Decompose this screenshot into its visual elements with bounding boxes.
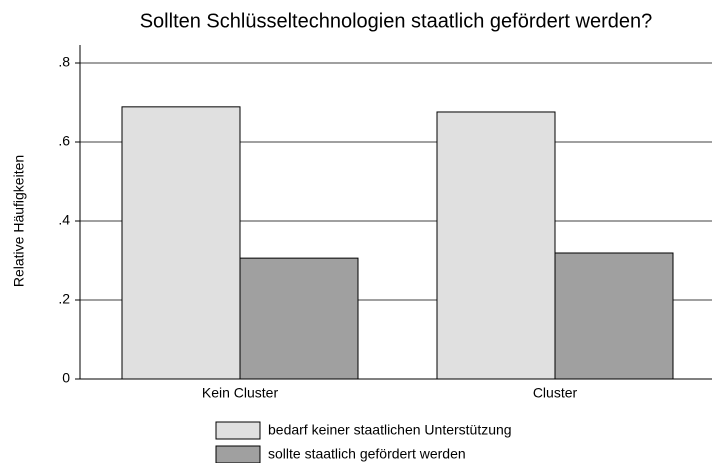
legend-label: bedarf keiner staatlichen Unterstützung [268, 422, 512, 438]
y-tick-label: .2 [58, 291, 70, 307]
bar [121, 106, 241, 380]
legend-label: sollte staatlich gefördert werden [268, 446, 466, 462]
bar [554, 252, 674, 380]
y-tick-label: .8 [58, 54, 70, 70]
chart-title: Sollten Schlüsseltechnologien staatlich … [140, 10, 653, 32]
x-tick-label: Kein Cluster [202, 385, 279, 401]
legend-swatch [215, 445, 261, 463]
bar [436, 111, 556, 380]
legend-swatch [215, 421, 261, 440]
y-tick-label: .6 [58, 133, 70, 149]
x-tick-label: Cluster [533, 385, 578, 401]
bar [239, 257, 359, 380]
y-tick-label: 0 [62, 370, 70, 386]
y-tick-label: .4 [58, 212, 70, 228]
y-axis-label: Relative Häufigkeiten [11, 155, 27, 287]
